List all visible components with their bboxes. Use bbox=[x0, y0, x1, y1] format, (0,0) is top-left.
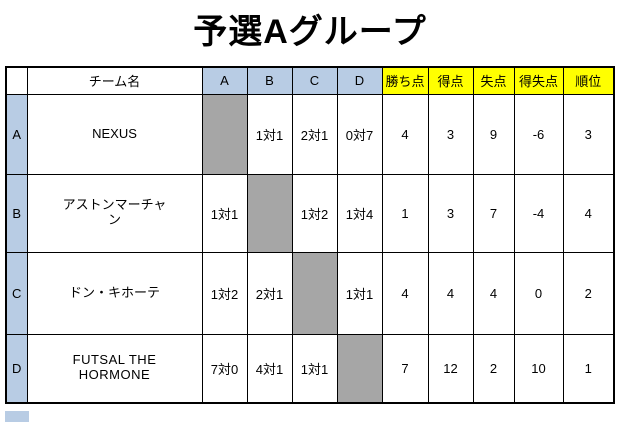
team-name: アストンマーチャ ン bbox=[26, 173, 203, 253]
diagonal-self-cell bbox=[336, 333, 383, 404]
result-cell: 1対4 bbox=[336, 173, 383, 253]
stat-header-points: 勝ち点 bbox=[381, 66, 429, 95]
team-row-d: D FUTSAL THE HORMONE 7対0 4対1 1対1 7 12 2 … bbox=[5, 333, 615, 404]
rank-cell: 1 bbox=[562, 333, 615, 404]
team-row-a: A NEXUS 1対1 2対1 0対7 4 3 9 -6 3 bbox=[5, 93, 615, 175]
goal-diff-cell: 0 bbox=[513, 251, 564, 335]
goals-against-cell: 2 bbox=[472, 333, 515, 404]
rank-cell: 4 bbox=[562, 173, 615, 253]
points-cell: 4 bbox=[381, 93, 429, 175]
goals-against-cell: 4 bbox=[472, 251, 515, 335]
diagonal-self-cell bbox=[291, 251, 338, 335]
row-label: C bbox=[5, 251, 28, 335]
result-cell: 1対2 bbox=[201, 251, 248, 335]
team-name: NEXUS bbox=[26, 93, 203, 175]
result-cell: 1対1 bbox=[336, 251, 383, 335]
goals-for-cell: 12 bbox=[427, 333, 474, 404]
points-cell: 4 bbox=[381, 251, 429, 335]
corner-cell bbox=[5, 66, 28, 95]
opponent-header-c: C bbox=[291, 66, 338, 95]
goals-for-cell: 3 bbox=[427, 173, 474, 253]
stat-header-goals-against: 失点 bbox=[472, 66, 515, 95]
goals-against-cell: 7 bbox=[472, 173, 515, 253]
opponent-header-b: B bbox=[246, 66, 293, 95]
label-column-fill-extension bbox=[5, 411, 29, 422]
team-row-c: C ドン・キホーテ 1対2 2対1 1対1 4 4 4 0 2 bbox=[5, 251, 615, 335]
goals-for-cell: 4 bbox=[427, 251, 474, 335]
result-cell: 1対1 bbox=[246, 93, 293, 175]
goal-diff-cell: -6 bbox=[513, 93, 564, 175]
team-name: FUTSAL THE HORMONE bbox=[26, 333, 203, 404]
rank-cell: 3 bbox=[562, 93, 615, 175]
stat-header-rank: 順位 bbox=[562, 66, 615, 95]
header-row: チーム名 A B C D 勝ち点 得点 失点 得失点 順位 bbox=[5, 66, 615, 95]
goal-diff-cell: -4 bbox=[513, 173, 564, 253]
row-label: D bbox=[5, 333, 28, 404]
diagonal-self-cell bbox=[246, 173, 293, 253]
points-cell: 1 bbox=[381, 173, 429, 253]
page-title: 予選Aグループ bbox=[193, 13, 427, 51]
team-name-header: チーム名 bbox=[26, 66, 203, 95]
team-name: ドン・キホーテ bbox=[26, 251, 203, 335]
goals-against-cell: 9 bbox=[472, 93, 515, 175]
points-cell: 7 bbox=[381, 333, 429, 404]
goal-diff-cell: 10 bbox=[513, 333, 564, 404]
result-cell: 7対0 bbox=[201, 333, 248, 404]
result-cell: 0対7 bbox=[336, 93, 383, 175]
opponent-header-a: A bbox=[201, 66, 248, 95]
goals-for-cell: 3 bbox=[427, 93, 474, 175]
result-cell: 1対1 bbox=[291, 333, 338, 404]
result-cell: 1対2 bbox=[291, 173, 338, 253]
group-a-standings-table: チーム名 A B C D 勝ち点 得点 失点 得失点 順位 A NEXUS 1対… bbox=[5, 66, 615, 404]
result-cell: 2対1 bbox=[291, 93, 338, 175]
row-label: A bbox=[5, 93, 28, 175]
result-cell: 2対1 bbox=[246, 251, 293, 335]
row-label: B bbox=[5, 173, 28, 253]
stat-header-goals-for: 得点 bbox=[427, 66, 474, 95]
stat-header-goal-diff: 得失点 bbox=[513, 66, 564, 95]
result-cell: 1対1 bbox=[201, 173, 248, 253]
team-row-b: B アストンマーチャ ン 1対1 1対2 1対4 1 3 7 -4 4 bbox=[5, 173, 615, 253]
result-cell: 4対1 bbox=[246, 333, 293, 404]
rank-cell: 2 bbox=[562, 251, 615, 335]
diagonal-self-cell bbox=[201, 93, 248, 175]
opponent-header-d: D bbox=[336, 66, 383, 95]
